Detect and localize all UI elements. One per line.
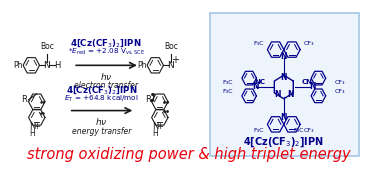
Text: CF₃: CF₃ [304,128,314,133]
Text: N: N [43,61,50,70]
Text: R: R [145,95,151,104]
Text: F₃C: F₃C [293,128,304,133]
Text: 4[Cz(CF$_3$)$_2$]IPN: 4[Cz(CF$_3$)$_2$]IPN [70,37,142,49]
Text: N: N [280,52,287,61]
Text: F₃C: F₃C [222,80,233,84]
Text: F₃C: F₃C [253,128,264,133]
Text: H: H [29,129,35,138]
Text: R: R [21,95,27,104]
Text: CN: CN [302,79,313,85]
Text: N: N [280,113,287,122]
Text: energy transfer: energy transfer [72,127,131,136]
Text: N: N [167,61,174,70]
Text: $h\nu$: $h\nu$ [95,116,108,127]
Text: H: H [152,129,158,138]
Text: Ph: Ph [14,61,23,70]
Text: CF₃: CF₃ [335,89,345,94]
Text: +: + [33,122,40,131]
Text: Boc: Boc [40,42,54,50]
Text: $h\nu$: $h\nu$ [100,71,112,82]
Text: $E_{\rm T}$ = +64.8 kcal/mol: $E_{\rm T}$ = +64.8 kcal/mol [64,94,139,104]
Text: 4[Cz(CF$_3$)$_2$]IPN: 4[Cz(CF$_3$)$_2$]IPN [243,135,324,149]
Text: +: + [156,122,163,131]
Text: CF₃: CF₃ [304,41,314,46]
Text: +: + [171,55,179,65]
Text: F₃C: F₃C [253,41,264,46]
Text: electron transfer: electron transfer [74,81,138,90]
FancyBboxPatch shape [210,13,359,156]
Text: CF₃: CF₃ [335,80,345,84]
Text: Ph: Ph [138,61,147,70]
Text: H: H [54,61,60,70]
Text: N: N [309,82,315,91]
Text: N: N [29,122,36,131]
Text: N: N [287,90,293,99]
Text: Boc: Boc [164,42,178,50]
Text: strong oxidizing power & high triplet energy: strong oxidizing power & high triplet en… [27,147,351,162]
Text: N: N [152,122,158,131]
Text: F₃C: F₃C [222,89,233,94]
Text: 4[Cz(CF$_3$)$_2$]IPN: 4[Cz(CF$_3$)$_2$]IPN [66,84,137,96]
Text: N: N [252,82,259,91]
Text: N: N [280,73,287,82]
Text: N: N [274,90,281,99]
Text: *$E_{\rm red}$ = +2.08 V$_{\rm vs. SCE}$: *$E_{\rm red}$ = +2.08 V$_{\rm vs. SCE}$ [68,46,144,57]
Text: NC: NC [254,79,266,85]
